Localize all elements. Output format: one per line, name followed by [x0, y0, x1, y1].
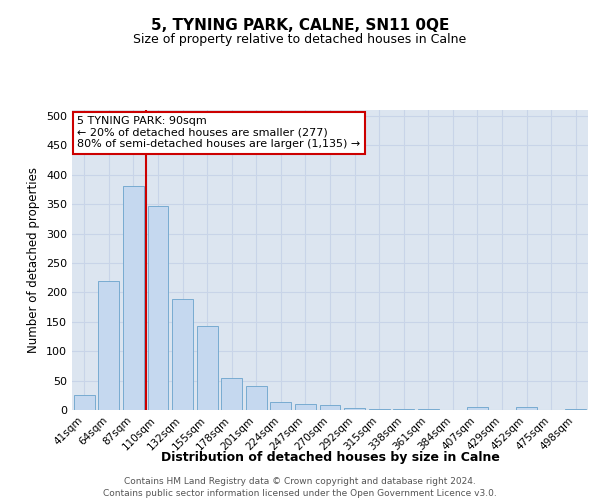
Bar — [565, 409, 586, 410]
Bar — [221, 378, 242, 410]
Text: 5, TYNING PARK, CALNE, SN11 0QE: 5, TYNING PARK, CALNE, SN11 0QE — [151, 18, 449, 32]
Bar — [148, 206, 169, 410]
Bar — [467, 407, 488, 410]
Bar — [344, 408, 365, 410]
Bar — [516, 407, 537, 410]
Bar — [320, 406, 340, 410]
Bar — [98, 280, 119, 410]
Text: Contains HM Land Registry data © Crown copyright and database right 2024.
Contai: Contains HM Land Registry data © Crown c… — [103, 477, 497, 498]
Bar — [197, 326, 218, 410]
Bar — [368, 409, 389, 410]
Bar — [246, 386, 267, 410]
Text: 5 TYNING PARK: 90sqm
← 20% of detached houses are smaller (277)
80% of semi-deta: 5 TYNING PARK: 90sqm ← 20% of detached h… — [77, 116, 361, 149]
Y-axis label: Number of detached properties: Number of detached properties — [28, 167, 40, 353]
Bar — [271, 402, 292, 410]
Bar — [74, 396, 95, 410]
Bar — [172, 300, 193, 410]
Bar — [295, 404, 316, 410]
Text: Distribution of detached houses by size in Calne: Distribution of detached houses by size … — [161, 451, 499, 464]
Text: Size of property relative to detached houses in Calne: Size of property relative to detached ho… — [133, 32, 467, 46]
Bar — [123, 186, 144, 410]
